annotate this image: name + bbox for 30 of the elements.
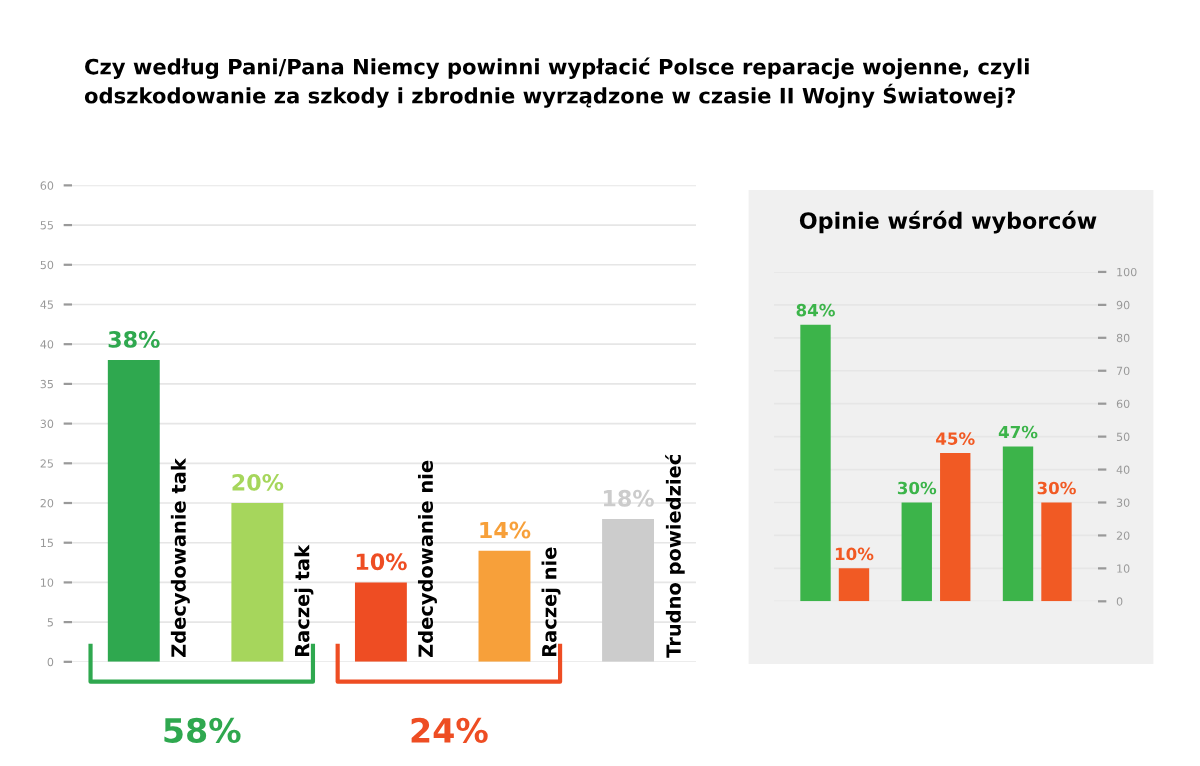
x-tick-label: Raczej nie [541,547,561,657]
bar [1002,446,1034,602]
bar [231,503,284,662]
bar [478,550,531,662]
bar [800,324,831,602]
text: 58% [164,717,241,743]
x-tick-label: Raczej tak [294,544,314,657]
data-label: 45% [936,432,975,445]
bar [602,518,654,662]
x-tick-label: Zdecydowanie nie [417,460,437,657]
bar [354,582,407,662]
data-label: 30% [897,481,937,495]
data-label: 14% [480,521,531,539]
data-label: 10% [835,547,874,561]
bar [838,568,870,602]
chart-title: Opinie wśród wyborców [799,210,1097,234]
bar [940,453,971,602]
x-tick-label: Zdecydowanie tak [170,457,190,657]
x-tick-label: Trudno powiedzieć [665,454,685,658]
bar [901,502,932,602]
bar [107,360,160,662]
data-label: 47% [998,425,1038,439]
bar [1041,502,1072,602]
chart-title: Czy według Pani/Pana Niemcy powinni wypłacić Polsce reparacje wojenne, czyli odszkodowanie za szkody i zbrodnie wyrządzone w czasie II Wojny Światowej? [84,57,1029,108]
data-label: 10% [356,553,407,571]
data-label: 38% [108,331,160,348]
data-label: 20% [232,473,284,491]
data-label: 30% [1037,481,1076,495]
text: 24% [411,717,488,743]
data-label: 84% [796,303,835,317]
